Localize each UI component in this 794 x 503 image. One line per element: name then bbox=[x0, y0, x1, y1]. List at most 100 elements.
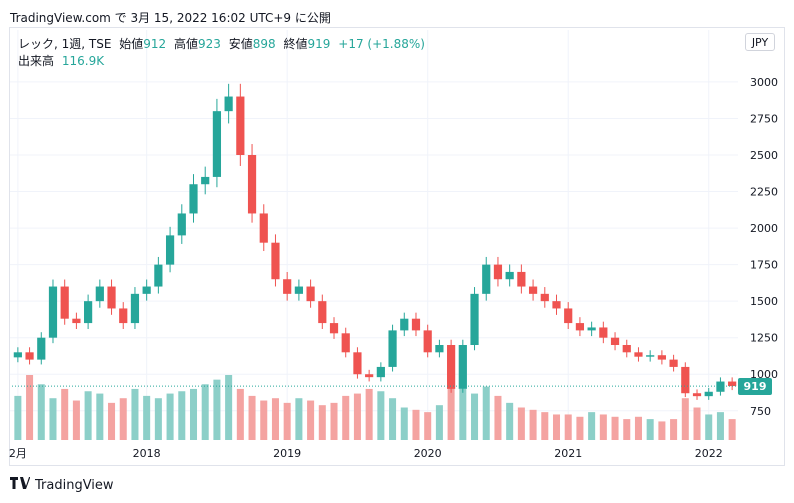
y-tick-label: 1250 bbox=[750, 332, 778, 345]
volume-bar bbox=[37, 384, 45, 440]
tradingview-logo-icon[interactable] bbox=[10, 477, 30, 493]
candle-body bbox=[540, 293, 549, 302]
candle-body bbox=[72, 318, 81, 324]
volume-bar bbox=[342, 395, 350, 440]
volume-bar bbox=[634, 416, 642, 440]
low-label: 安値 bbox=[228, 37, 253, 51]
volume-bar bbox=[588, 412, 596, 440]
candle-body bbox=[388, 330, 397, 367]
volume-bars bbox=[14, 375, 736, 440]
volume-bar bbox=[189, 388, 198, 440]
candle-body bbox=[552, 301, 561, 309]
grid-lines bbox=[10, 30, 738, 440]
candle-body bbox=[564, 308, 573, 324]
candle-body bbox=[423, 330, 432, 353]
x-tick-label: 2月 bbox=[9, 447, 27, 460]
candle-body bbox=[646, 355, 655, 357]
candle-body bbox=[470, 293, 479, 345]
x-tick-label: 2019 bbox=[273, 447, 301, 460]
candle-body bbox=[435, 345, 444, 353]
volume-bar bbox=[494, 395, 502, 440]
candle-body bbox=[95, 286, 104, 302]
volume-bar bbox=[506, 402, 514, 440]
chart-frame[interactable] bbox=[9, 27, 785, 466]
volume-bar bbox=[154, 398, 162, 440]
volume-bar bbox=[705, 414, 713, 440]
candle-body bbox=[365, 374, 374, 378]
close-value: 919 bbox=[307, 37, 331, 51]
candle-body bbox=[669, 359, 678, 367]
x-tick-label: 2018 bbox=[133, 447, 161, 460]
volume-bar bbox=[49, 398, 57, 440]
candle-body bbox=[236, 96, 245, 155]
candle-body bbox=[13, 352, 22, 358]
y-tick-label: 2250 bbox=[750, 186, 778, 199]
footer-brand[interactable]: TradingView bbox=[35, 477, 114, 493]
candle-body bbox=[37, 337, 46, 360]
volume-bar bbox=[248, 395, 256, 440]
volume-bar bbox=[283, 402, 291, 440]
x-tick-label: 2020 bbox=[414, 447, 442, 460]
volume-bar bbox=[716, 412, 724, 440]
volume-bar bbox=[330, 402, 338, 440]
volume-bar bbox=[213, 379, 221, 440]
candle-body bbox=[681, 366, 690, 394]
currency-button[interactable]: JPY bbox=[745, 33, 775, 51]
volume-bar bbox=[353, 393, 361, 440]
candle-body bbox=[728, 381, 737, 387]
candle-body bbox=[353, 352, 362, 375]
candle-body bbox=[622, 345, 631, 353]
candle-body bbox=[247, 155, 257, 214]
volume-bar bbox=[119, 398, 127, 440]
publish-caption: TradingView.com で 3月 15, 2022 16:02 UTC+… bbox=[10, 11, 331, 25]
y-tick-label: 1500 bbox=[750, 295, 778, 308]
low-value: 898 bbox=[252, 37, 276, 51]
candle-body bbox=[60, 286, 69, 319]
volume-bar bbox=[318, 405, 326, 440]
high-label: 高値 bbox=[174, 37, 199, 51]
candle-body bbox=[154, 264, 163, 287]
volume-bar bbox=[611, 416, 619, 440]
candle-body bbox=[283, 279, 292, 294]
candle-body bbox=[294, 286, 303, 294]
volume-bar bbox=[670, 419, 678, 440]
volume-bar bbox=[26, 375, 34, 440]
volume-bar bbox=[295, 398, 303, 440]
candle-body bbox=[634, 352, 643, 357]
candle-body bbox=[482, 264, 491, 294]
volume-bar bbox=[681, 398, 689, 440]
volume-bar bbox=[400, 407, 408, 440]
volume-bar bbox=[96, 393, 104, 440]
candle-body bbox=[177, 213, 186, 236]
candle-body bbox=[25, 352, 34, 360]
y-tick-label: 1000 bbox=[750, 368, 778, 381]
volume-bar bbox=[412, 409, 420, 440]
candle-body bbox=[716, 381, 725, 392]
volume-bar bbox=[517, 407, 525, 440]
close-label: 終値 bbox=[283, 37, 308, 51]
y-tick-label: 2000 bbox=[750, 222, 778, 235]
volume-bar bbox=[14, 395, 22, 440]
volume-bar bbox=[447, 379, 455, 440]
last-price-tag: 919 bbox=[738, 378, 772, 396]
symbol-label[interactable]: レック, 1週, TSE bbox=[18, 37, 112, 51]
candle-body bbox=[329, 323, 339, 334]
volume-bar bbox=[576, 416, 584, 440]
volume-bar bbox=[623, 419, 631, 440]
volume-bar bbox=[658, 421, 666, 440]
candle-body bbox=[271, 242, 280, 280]
high-value: 923 bbox=[198, 37, 221, 51]
x-tick-label: 2022 bbox=[695, 447, 723, 460]
volume-bar bbox=[459, 388, 467, 440]
candle-body bbox=[599, 327, 608, 338]
volume-label[interactable]: 出来高 bbox=[18, 54, 55, 68]
candle-body bbox=[107, 286, 116, 309]
candle-body bbox=[165, 235, 175, 265]
y-tick-label: 2500 bbox=[750, 149, 778, 162]
candle-body bbox=[528, 286, 538, 294]
y-tick-label: 2750 bbox=[750, 112, 778, 125]
candle-body bbox=[458, 345, 467, 389]
open-label: 始値 bbox=[119, 37, 144, 51]
volume-bar bbox=[166, 393, 174, 440]
